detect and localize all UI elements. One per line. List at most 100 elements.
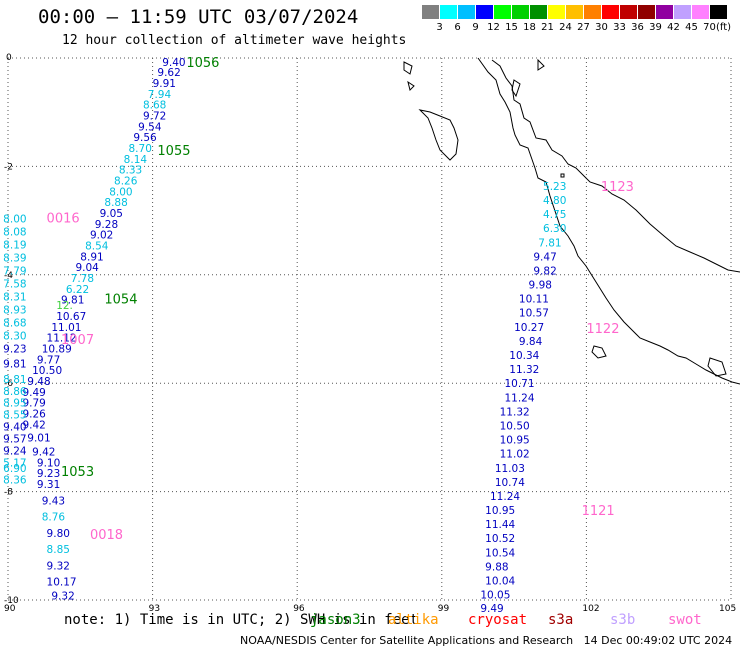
wave-height-value: 9.79 [22,398,45,410]
color-scale-label: 27 [577,22,590,33]
pass-id-label: 1055 [157,144,190,159]
wave-height-value: 11.24 [490,491,520,503]
wave-height-value: 9.42 [32,446,55,458]
wave-height-value: 8.08 [3,226,26,238]
wave-height-value: 7.58 [3,278,26,290]
wave-height-value: 8.93 [3,304,26,316]
island-5 [707,357,727,377]
page-subtitle: 12 hour collection of altimeter wave hei… [62,33,407,48]
wave-height-value: 6.22 [66,284,89,296]
wave-height-value: 9.47 [533,251,556,263]
legend-item-jason3: jason3 [310,612,361,628]
color-scale-unit: (ft) [716,22,732,33]
wave-height-value: 7.81 [538,237,561,249]
mainland-coast [477,57,740,385]
wave-height-value: 10.50 [32,365,62,377]
wave-height-value: 10.27 [514,322,544,334]
footer-credit: NOAA/NESDIS Center for Satellite Applica… [240,634,733,647]
wave-height-value: 9.54 [138,121,162,133]
color-swatch [602,5,619,19]
wave-height-value: 9.91 [153,78,176,90]
wave-height-value: 9.72 [143,110,166,122]
wave-height-value: 7.94 [148,89,172,101]
wave-height-value: 9.43 [42,495,65,507]
wave-height-value: 10.71 [504,378,534,390]
page-title: 00:00 — 11:59 UTC 03/07/2024 [38,6,359,28]
legend-item-s3b: s3b [610,612,636,628]
legend-item-cryosat: cryosat [468,612,528,628]
x-tick-label: 96 [293,604,305,614]
wave-height-value: 8.33 [119,165,142,177]
island-6 [537,58,545,71]
wave-height-value: 8.00 [109,186,132,198]
x-tick-label: 93 [149,604,160,614]
color-scale-label: 30 [595,22,608,33]
wave-height-value: 10.11 [519,294,549,306]
axis-ticks: 90 93 96 99 102 105 0 -2 -4 -6 -8 -10 [4,53,736,614]
pass-id-label: 1053 [61,465,94,480]
wave-height-value: 11.44 [485,519,515,531]
wave-height-value: 9.80 [47,528,70,540]
y-tick-label: -2 [4,162,13,172]
color-scale-label: 70 [703,22,716,33]
x-tick-label: 102 [582,604,599,614]
wave-height-value: 9.23 [3,344,26,356]
wave-height-value: 9.57 [3,433,26,445]
wave-height-value: 9.05 [100,208,123,220]
wave-height-value: 4.80 [543,195,566,207]
color-scale-label: 3 [436,22,443,33]
wave-height-value: 9.42 [22,419,45,431]
wave-height-value: 9.77 [37,354,60,366]
wave-height-value: 11.02 [500,449,530,461]
color-swatch [620,5,637,19]
wave-height-value: 9.84 [519,336,543,348]
map-grid [7,57,732,601]
wave-height-value: 10.54 [485,547,515,559]
color-swatch [476,5,493,19]
wave-height-value: 6.90 [3,463,26,475]
wave-height-value: 4.75 [543,209,566,221]
wave-height-value: 8.30 [3,331,26,343]
pass-id-label: 0018 [90,528,123,543]
wave-height-value: 9.26 [22,409,46,421]
wave-height-value: 9.04 [75,262,99,274]
wave-height-value: 10.89 [42,344,72,356]
wave-height-value: 9.40 [162,57,185,69]
color-scale-label: 9 [472,22,479,33]
island-4 [591,345,607,359]
wave-height-value: 8.76 [42,512,66,524]
color-swatch [638,5,655,19]
wave-height-value: 8.26 [114,175,138,187]
wave-height-value: 10.34 [509,350,539,362]
wave-height-value: 9.01 [27,432,50,444]
y-tick-label: 0 [6,53,12,63]
island-1 [403,61,413,75]
wave-height-value: 8.31 [3,291,26,303]
y-tick-label: -8 [4,488,13,498]
color-swatch [566,5,583,19]
wave-height-value: 9.49 [22,387,45,399]
legend-item-swot: swot [668,612,702,628]
wave-height-value: 9.31 [37,479,60,491]
color-swatch [422,5,439,19]
wave-height-value: 12. [56,300,73,312]
island-7 [560,173,565,178]
color-scale-label: 24 [559,22,572,33]
color-swatch [530,5,547,19]
wave-height-value: 9.48 [27,376,50,388]
wave-height-value: 8.95 [3,398,26,410]
wave-height-value: 10.17 [47,577,77,589]
wave-height-value: 7.79 [3,265,26,277]
wave-height-value: 9.82 [533,265,556,277]
wave-height-value: 9.32 [47,560,70,572]
color-scale-label: 15 [505,22,518,33]
x-tick-label: 90 [4,604,16,614]
wave-height-value: 9.02 [90,230,113,242]
wave-height-value: 9.62 [157,67,180,79]
color-scale-label: 12 [487,22,500,33]
wave-height-value: 8.68 [3,317,26,329]
baja-peninsula [418,109,459,161]
x-tick-label: 99 [438,604,450,614]
wave-height-value: 8.85 [47,544,70,556]
wave-height-value: 7.78 [71,273,94,285]
